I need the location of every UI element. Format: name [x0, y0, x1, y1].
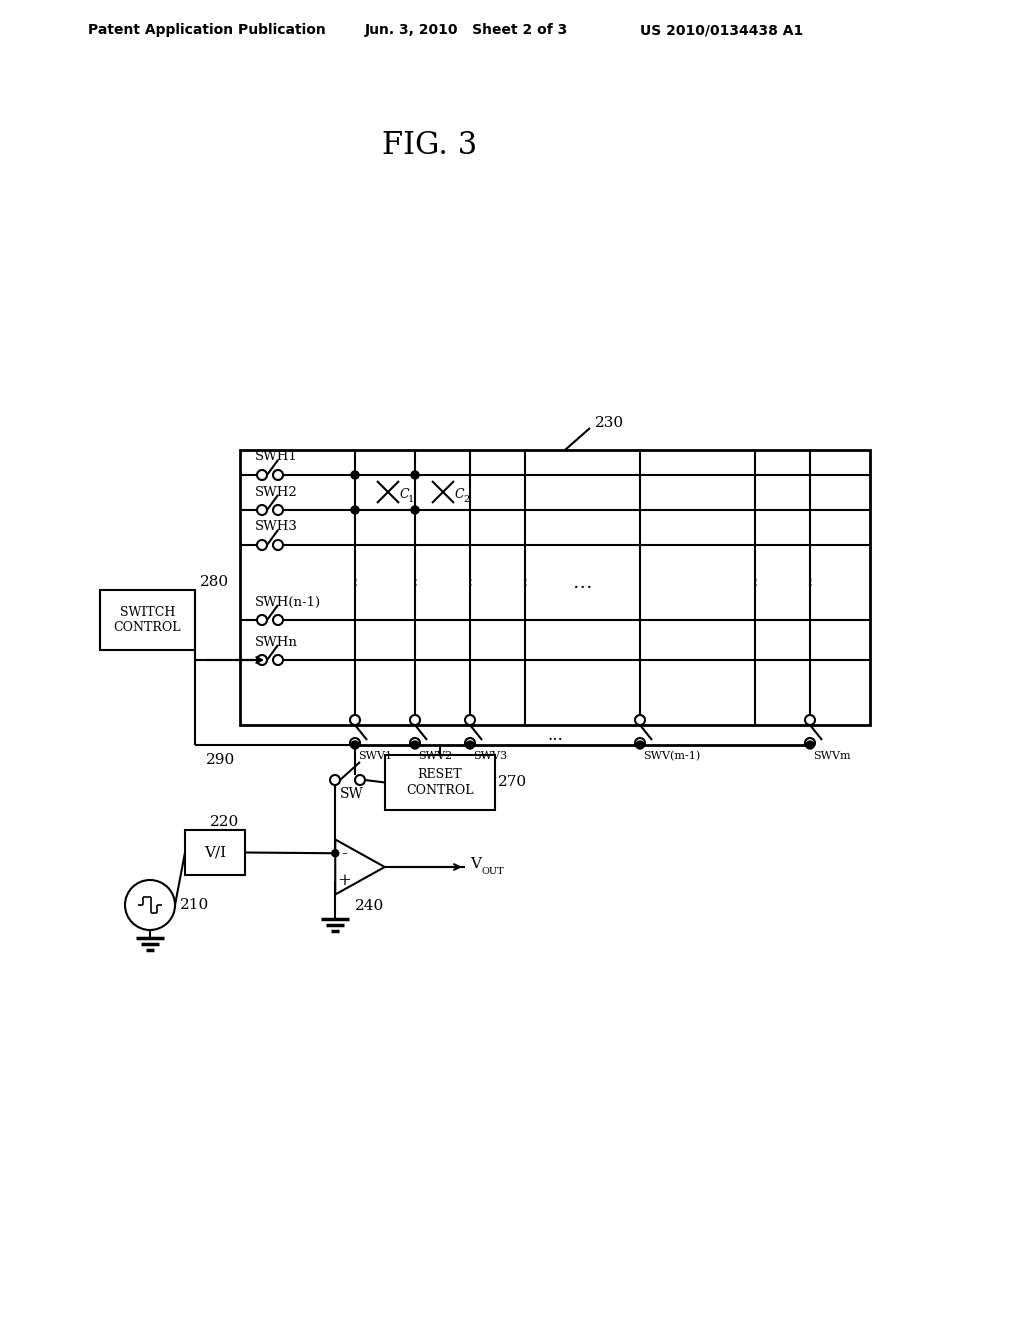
Text: 290: 290	[206, 752, 234, 767]
Circle shape	[805, 738, 815, 748]
Text: SWV(m-1): SWV(m-1)	[643, 751, 700, 762]
Circle shape	[257, 470, 267, 480]
Text: 220: 220	[210, 814, 240, 829]
Circle shape	[465, 715, 475, 725]
Text: +: +	[337, 873, 351, 890]
Circle shape	[806, 741, 814, 748]
Text: SWITCH
CONTROL: SWITCH CONTROL	[114, 606, 181, 634]
Bar	[185, 830, 245, 875]
Circle shape	[257, 615, 267, 624]
Text: 270: 270	[498, 776, 527, 789]
Circle shape	[273, 615, 283, 624]
Text: 2: 2	[463, 495, 469, 503]
Bar	[240, 450, 870, 725]
Text: Patent Application Publication: Patent Application Publication	[88, 22, 326, 37]
Text: US 2010/0134438 A1: US 2010/0134438 A1	[640, 22, 803, 37]
Text: RESET
CONTROL: RESET CONTROL	[407, 768, 474, 796]
Text: ...: ...	[547, 726, 563, 743]
Text: …: …	[573, 573, 593, 591]
Text: V: V	[470, 857, 480, 871]
Circle shape	[805, 715, 815, 725]
Circle shape	[350, 715, 360, 725]
Text: Jun. 3, 2010   Sheet 2 of 3: Jun. 3, 2010 Sheet 2 of 3	[365, 22, 568, 37]
Text: V/I: V/I	[204, 846, 226, 859]
Circle shape	[332, 850, 339, 857]
Text: 240: 240	[355, 899, 384, 913]
Circle shape	[273, 655, 283, 665]
Circle shape	[273, 506, 283, 515]
Text: 230: 230	[595, 416, 624, 430]
Text: :: :	[522, 576, 527, 590]
Circle shape	[257, 540, 267, 550]
Circle shape	[125, 880, 175, 931]
Circle shape	[350, 738, 360, 748]
Text: C: C	[400, 487, 410, 500]
Text: :: :	[352, 576, 357, 590]
Text: C: C	[455, 487, 465, 500]
Text: SWV1: SWV1	[358, 751, 392, 762]
Circle shape	[411, 471, 419, 479]
Circle shape	[351, 471, 359, 479]
Bar	[100, 590, 195, 649]
Text: SWVm: SWVm	[813, 751, 851, 762]
Text: SWH1: SWH1	[255, 450, 298, 463]
Text: SWH3: SWH3	[255, 520, 298, 533]
Circle shape	[273, 470, 283, 480]
Text: -: -	[341, 845, 347, 862]
Circle shape	[465, 738, 475, 748]
Text: SWV2: SWV2	[418, 751, 453, 762]
Circle shape	[635, 715, 645, 725]
Text: SWH(n-1): SWH(n-1)	[255, 595, 322, 609]
Text: OUT: OUT	[481, 866, 505, 875]
Circle shape	[636, 741, 644, 748]
Text: :: :	[413, 576, 418, 590]
Circle shape	[411, 506, 419, 513]
Circle shape	[273, 540, 283, 550]
Text: SWHn: SWHn	[255, 635, 298, 648]
Text: 280: 280	[200, 576, 229, 589]
Text: SWV3: SWV3	[473, 751, 507, 762]
Circle shape	[410, 738, 420, 748]
Circle shape	[635, 738, 645, 748]
Circle shape	[411, 741, 419, 748]
Text: SWH2: SWH2	[255, 486, 298, 499]
Text: :: :	[467, 576, 473, 590]
Circle shape	[355, 775, 365, 785]
Circle shape	[257, 655, 267, 665]
Text: 210: 210	[180, 898, 209, 912]
Circle shape	[351, 506, 359, 513]
Circle shape	[257, 506, 267, 515]
Text: :: :	[807, 576, 813, 590]
Circle shape	[351, 741, 359, 748]
Text: :: :	[753, 576, 758, 590]
Text: 1: 1	[408, 495, 415, 503]
Circle shape	[410, 715, 420, 725]
Text: SW: SW	[340, 787, 364, 801]
Circle shape	[330, 775, 340, 785]
Bar	[385, 755, 495, 810]
Text: FIG. 3: FIG. 3	[382, 129, 477, 161]
Circle shape	[466, 741, 474, 748]
